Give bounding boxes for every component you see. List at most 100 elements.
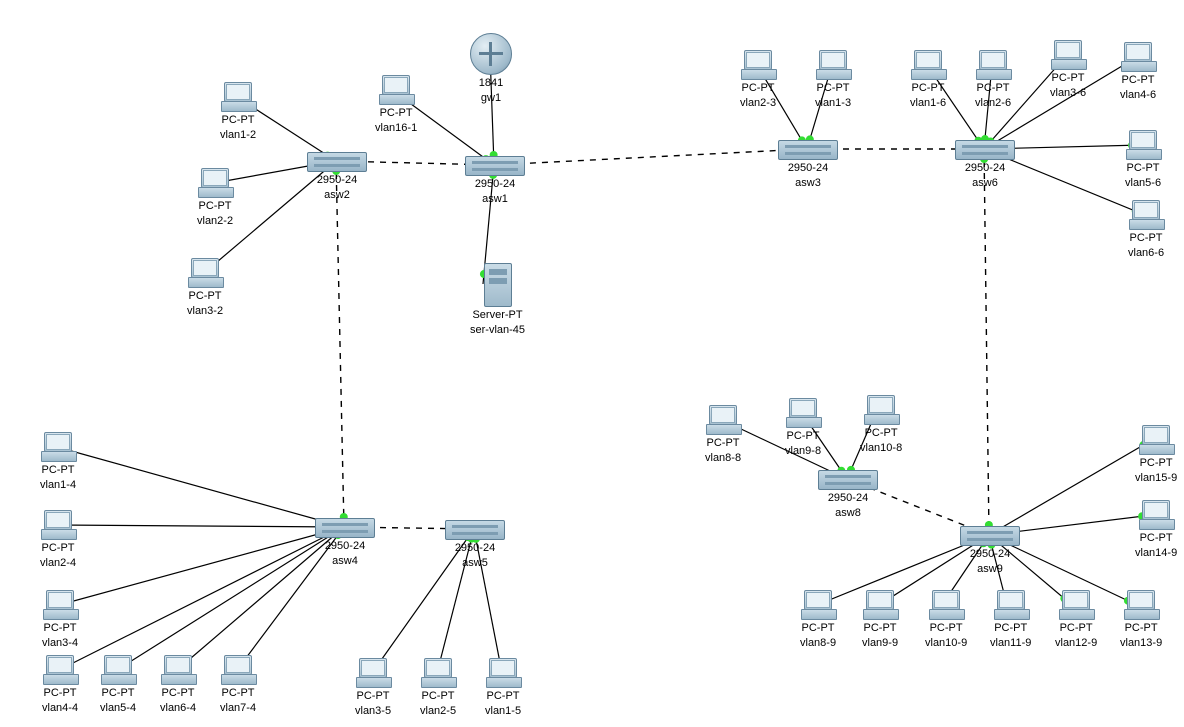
device-name-label: vlan14-9 xyxy=(1135,547,1177,560)
device-name-label: vlan1-2 xyxy=(220,129,256,142)
device-model-label: 2950-24 xyxy=(445,542,505,555)
pc-node[interactable]: PC-PTvlan2-2 xyxy=(197,168,233,227)
pc-node[interactable]: PC-PTvlan6-6 xyxy=(1128,200,1164,259)
pc-node[interactable]: PC-PTvlan2-3 xyxy=(740,50,776,109)
pc-node[interactable]: PC-PTvlan10-9 xyxy=(925,590,967,649)
pc-node[interactable]: PC-PTvlan7-4 xyxy=(220,655,256,714)
switch-node[interactable]: 2950-24asw8 xyxy=(818,470,878,519)
device-name-label: vlan2-6 xyxy=(975,97,1011,110)
device-name-label: vlan4-4 xyxy=(42,702,78,715)
switch-icon xyxy=(445,520,505,540)
device-name-label: vlan10-9 xyxy=(925,637,967,650)
device-model-label: PC-PT xyxy=(1125,162,1161,175)
pc-node[interactable]: PC-PTvlan11-9 xyxy=(990,590,1031,649)
pc-node[interactable]: PC-PTvlan5-4 xyxy=(100,655,136,714)
pc-node[interactable]: PC-PTvlan15-9 xyxy=(1135,425,1177,484)
pc-node[interactable]: PC-PTvlan12-9 xyxy=(1055,590,1097,649)
pc-node[interactable]: PC-PTvlan1-5 xyxy=(485,658,521,717)
device-name-label: vlan6-4 xyxy=(160,702,196,715)
device-name-label: asw9 xyxy=(960,563,1020,576)
server-node[interactable]: Server-PTser-vlan-45 xyxy=(470,263,525,336)
pc-node[interactable]: PC-PTvlan3-5 xyxy=(355,658,391,717)
device-model-label: 1841 xyxy=(470,77,512,90)
switch-node[interactable]: 2950-24asw1 xyxy=(465,156,525,205)
switch-node[interactable]: 2950-24asw3 xyxy=(778,140,838,189)
device-model-label: PC-PT xyxy=(220,114,256,127)
pc-node[interactable]: PC-PTvlan1-3 xyxy=(815,50,851,109)
pc-node[interactable]: PC-PTvlan13-9 xyxy=(1120,590,1162,649)
switch-node[interactable]: 2950-24asw2 xyxy=(307,152,367,201)
device-model-label: PC-PT xyxy=(42,622,78,635)
pc-icon xyxy=(421,658,455,688)
device-name-label: vlan5-6 xyxy=(1125,177,1161,190)
device-name-label: vlan16-1 xyxy=(375,122,417,135)
pc-node[interactable]: PC-PTvlan4-4 xyxy=(42,655,78,714)
pc-node[interactable]: PC-PTvlan9-9 xyxy=(862,590,898,649)
device-model-label: 2950-24 xyxy=(818,492,878,505)
device-model-label: PC-PT xyxy=(910,82,946,95)
router-node[interactable]: 1841gw1 xyxy=(470,33,512,104)
device-name-label: vlan8-8 xyxy=(705,452,741,465)
pc-node[interactable]: PC-PTvlan3-2 xyxy=(187,258,223,317)
pc-node[interactable]: PC-PTvlan10-8 xyxy=(860,395,902,454)
device-model-label: PC-PT xyxy=(975,82,1011,95)
switch-icon xyxy=(818,470,878,490)
device-model-label: PC-PT xyxy=(815,82,851,95)
pc-node[interactable]: PC-PTvlan1-4 xyxy=(40,432,76,491)
device-model-label: PC-PT xyxy=(1120,74,1156,87)
device-name-label: vlan3-6 xyxy=(1050,87,1086,100)
device-name-label: vlan9-8 xyxy=(785,445,821,458)
device-model-label: PC-PT xyxy=(705,437,741,450)
pc-icon xyxy=(43,655,77,685)
pc-node[interactable]: PC-PT vlan2-6 xyxy=(975,50,1011,109)
pc-node[interactable]: PC-PTvlan16-1 xyxy=(375,75,417,134)
switch-icon xyxy=(960,526,1020,546)
device-name-label: asw5 xyxy=(445,557,505,570)
pc-icon xyxy=(41,510,75,540)
pc-node[interactable]: PC-PT vlan1-2 xyxy=(220,82,256,141)
pc-node[interactable]: PC-PT vlan5-6 xyxy=(1125,130,1161,189)
link xyxy=(989,440,1152,535)
pc-node[interactable]: PC-PT vlan8-8 xyxy=(705,405,741,464)
pc-node[interactable]: PC-PTvlan8-9 xyxy=(800,590,836,649)
switch-node[interactable]: 2950-24asw6 xyxy=(955,140,1015,189)
link xyxy=(984,149,989,535)
device-name-label: vlan11-9 xyxy=(990,637,1031,650)
pc-node[interactable]: PC-PTvlan3-6 xyxy=(1050,40,1086,99)
pc-node[interactable]: PC-PT vlan3-4 xyxy=(42,590,78,649)
switch-node[interactable]: 2950-24 asw9 xyxy=(960,526,1020,575)
switch-node[interactable]: 2950-24 asw5 xyxy=(445,520,505,569)
pc-node[interactable]: PC-PTvlan6-4 xyxy=(160,655,196,714)
pc-node[interactable]: PC-PT vlan9-8 xyxy=(785,398,821,457)
link xyxy=(59,527,344,605)
pc-node[interactable]: PC-PTvlan2-5 xyxy=(420,658,456,717)
pc-icon xyxy=(1051,40,1085,70)
pc-node[interactable]: PC-PTvlan1-6 xyxy=(910,50,946,109)
pc-icon xyxy=(1126,130,1160,160)
device-name-label: vlan2-4 xyxy=(40,557,76,570)
device-name-label: vlan3-4 xyxy=(42,637,78,650)
pc-icon xyxy=(816,50,850,80)
link xyxy=(494,149,807,165)
switch-icon xyxy=(778,140,838,160)
pc-node[interactable]: PC-PTvlan4-6 xyxy=(1120,42,1156,101)
pc-node[interactable]: PC-PTvlan14-9 xyxy=(1135,500,1177,559)
pc-node[interactable]: PC-PTvlan2-4 xyxy=(40,510,76,569)
pc-icon xyxy=(786,398,820,428)
link xyxy=(336,161,344,527)
device-model-label: PC-PT xyxy=(220,687,256,700)
device-model-label: PC-PT xyxy=(197,200,233,213)
device-model-label: 2950-24 xyxy=(960,548,1020,561)
pc-icon xyxy=(161,655,195,685)
pc-icon xyxy=(486,658,520,688)
pc-icon xyxy=(741,50,775,80)
switch-node[interactable]: 2950-24asw4 xyxy=(315,518,375,567)
device-name-label: vlan1-5 xyxy=(485,705,521,718)
device-name-label: vlan2-5 xyxy=(420,705,456,718)
pc-icon xyxy=(706,405,740,435)
pc-icon xyxy=(379,75,413,105)
server-icon xyxy=(484,263,512,307)
device-model-label: PC-PT xyxy=(785,430,821,443)
device-name-label: asw6 xyxy=(955,177,1015,190)
pc-icon xyxy=(43,590,77,620)
